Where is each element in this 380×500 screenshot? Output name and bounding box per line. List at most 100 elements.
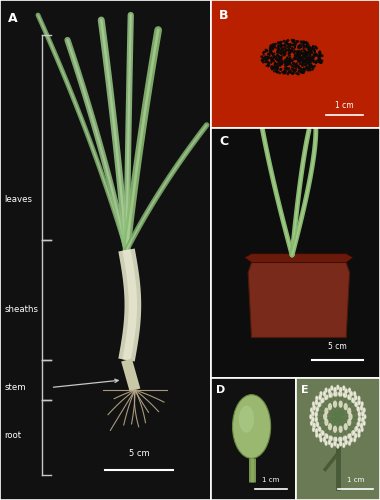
Point	[317, 48, 323, 56]
Point	[302, 46, 308, 54]
Text: B: B	[219, 9, 229, 22]
Point	[285, 56, 291, 64]
Point	[286, 64, 292, 72]
Point	[297, 68, 303, 76]
Point	[305, 44, 311, 52]
Point	[288, 40, 294, 48]
Point	[277, 56, 283, 64]
Ellipse shape	[356, 422, 359, 427]
Point	[293, 62, 299, 70]
Point	[289, 44, 295, 52]
Point	[306, 59, 312, 67]
Point	[263, 54, 269, 62]
Point	[277, 54, 283, 62]
Point	[305, 56, 311, 64]
Point	[312, 42, 318, 50]
Point	[304, 63, 310, 71]
Ellipse shape	[344, 436, 347, 440]
Ellipse shape	[315, 412, 318, 417]
Point	[283, 56, 290, 64]
Point	[300, 57, 306, 65]
Ellipse shape	[328, 388, 331, 394]
Point	[277, 40, 283, 48]
Point	[308, 48, 314, 56]
Point	[284, 54, 290, 62]
Point	[281, 67, 287, 75]
Ellipse shape	[348, 413, 353, 420]
Point	[275, 44, 281, 52]
Point	[294, 48, 301, 56]
Point	[313, 58, 319, 66]
Ellipse shape	[315, 432, 318, 438]
Ellipse shape	[338, 392, 341, 396]
Ellipse shape	[360, 422, 363, 428]
Point	[266, 60, 272, 68]
Point	[282, 48, 288, 56]
Point	[317, 50, 323, 58]
Point	[306, 51, 312, 59]
Point	[306, 48, 312, 56]
Point	[262, 58, 268, 66]
Point	[278, 60, 284, 68]
Ellipse shape	[360, 424, 363, 428]
Ellipse shape	[358, 411, 361, 416]
Point	[302, 46, 308, 54]
Ellipse shape	[312, 427, 315, 432]
Ellipse shape	[325, 388, 328, 393]
Ellipse shape	[324, 408, 329, 415]
Text: root: root	[4, 430, 21, 440]
Point	[304, 64, 310, 72]
Ellipse shape	[361, 410, 364, 416]
Point	[286, 58, 292, 66]
Point	[309, 66, 315, 74]
Point	[283, 37, 290, 45]
Point	[318, 56, 324, 64]
Point	[279, 60, 285, 68]
Point	[291, 54, 297, 62]
Point	[303, 55, 309, 63]
Point	[283, 62, 289, 70]
Text: C: C	[219, 135, 228, 148]
Point	[269, 48, 275, 56]
Point	[297, 50, 303, 58]
Ellipse shape	[348, 395, 352, 400]
Point	[307, 44, 313, 52]
Ellipse shape	[311, 410, 314, 416]
Point	[277, 69, 283, 77]
Ellipse shape	[358, 417, 361, 422]
Point	[279, 58, 285, 66]
Ellipse shape	[315, 396, 318, 401]
Point	[281, 51, 287, 59]
Point	[302, 42, 308, 50]
Point	[284, 38, 290, 46]
Point	[291, 36, 297, 44]
Point	[276, 55, 282, 63]
Point	[285, 68, 291, 76]
Point	[306, 66, 312, 74]
Point	[296, 51, 302, 59]
Point	[297, 41, 303, 49]
Ellipse shape	[358, 432, 360, 438]
Ellipse shape	[329, 436, 331, 440]
Point	[287, 43, 293, 51]
Point	[287, 58, 293, 66]
Point	[318, 52, 325, 60]
Ellipse shape	[328, 440, 331, 445]
Ellipse shape	[330, 392, 333, 398]
Point	[309, 49, 315, 57]
Point	[287, 48, 293, 56]
Point	[304, 56, 310, 64]
Point	[285, 70, 291, 78]
Point	[295, 62, 301, 70]
Ellipse shape	[347, 434, 350, 439]
Point	[280, 41, 286, 49]
Point	[279, 44, 285, 52]
Point	[316, 54, 322, 62]
Point	[260, 54, 266, 62]
Point	[272, 53, 278, 61]
Point	[268, 41, 274, 49]
Point	[287, 50, 293, 58]
Point	[297, 48, 303, 56]
Point	[275, 46, 281, 54]
Point	[283, 60, 289, 68]
